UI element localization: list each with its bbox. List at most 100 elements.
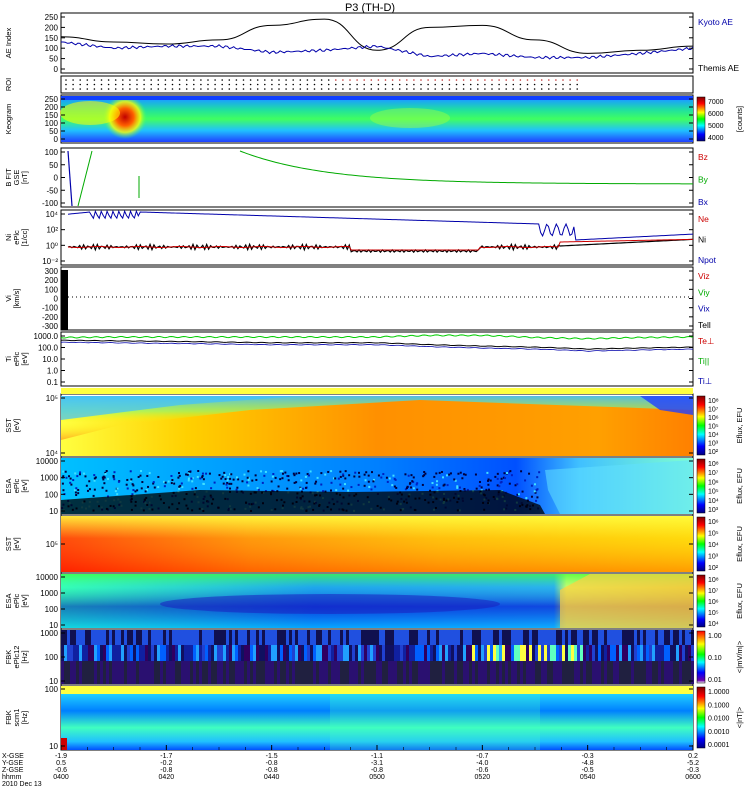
fbk-e-stripe	[388, 661, 391, 684]
ytick-label: 100	[45, 685, 59, 694]
fbk-e-stripe	[121, 645, 124, 661]
fbk-e-stripe	[364, 630, 367, 645]
fbk-e-stripe	[79, 645, 82, 661]
roi-dot	[427, 83, 429, 86]
fbk-e-stripe	[142, 630, 145, 645]
sst-e-blue-corner	[640, 396, 693, 415]
fbk-e-stripe	[448, 661, 451, 684]
fbk-e-stripe	[637, 645, 640, 661]
ylabel: ePlc	[12, 230, 21, 245]
fbk-e-stripe	[415, 661, 418, 684]
colorbar-label: [counts]	[735, 106, 744, 132]
ytick-label: 150	[45, 34, 59, 43]
fbk-e-stripe	[385, 645, 388, 661]
fbk-e-stripe	[205, 661, 208, 684]
fbk-e-stripe	[250, 645, 253, 661]
fbk-e-stripe	[448, 645, 451, 661]
fbk-e-stripe	[373, 645, 376, 661]
fbk-e-stripe	[667, 661, 670, 684]
fbk-e-stripe	[400, 661, 403, 684]
fbk-e-stripe	[382, 661, 385, 684]
esa-e-speckle	[270, 480, 273, 483]
fbk-e-stripe	[361, 661, 364, 684]
ylabel: Ni	[4, 234, 13, 241]
fbk-e-stripe	[253, 630, 256, 645]
ytick-label: 250	[45, 95, 59, 104]
fbk-e-stripe	[220, 630, 223, 645]
fbk-e-stripe	[442, 630, 445, 645]
fbk-e-stripe	[157, 661, 160, 684]
fbk-e-stripe	[457, 630, 460, 645]
roi-dot	[65, 88, 67, 90]
fbk-e-stripe	[592, 661, 595, 684]
fbk-e-stripe	[268, 645, 271, 661]
fbk-e-stripe	[349, 645, 352, 661]
esa-e-speckle	[449, 472, 452, 475]
esa-e-speckle	[86, 489, 89, 492]
xtick-label: 0420	[159, 774, 175, 781]
esa-e-speckle	[75, 494, 78, 497]
fbk-e-stripe	[661, 645, 664, 661]
esa-e-speckle	[416, 488, 419, 491]
fbk-e-stripe	[640, 630, 643, 645]
xtick-label: -0.6	[476, 767, 488, 774]
esa-e-speckle	[534, 491, 537, 494]
fbk-e-stripe	[205, 630, 208, 645]
roi-dot	[555, 83, 557, 86]
fbk-e-stripe	[271, 661, 274, 684]
fbk-e-stripe	[589, 661, 592, 684]
xtick-label: -0.8	[266, 760, 278, 767]
fbk-e-stripe	[319, 661, 322, 684]
roi-dot	[370, 79, 373, 81]
fbk-e-stripe	[373, 661, 376, 684]
fbk-e-stripe	[391, 661, 394, 684]
fbk-e-stripe	[658, 630, 661, 645]
fbk-e-stripe	[430, 645, 433, 661]
esa-e-speckle	[148, 472, 151, 475]
esa-e-speckle	[69, 477, 72, 480]
esa-e-speckle	[388, 477, 391, 480]
esa-e-speckle	[220, 477, 223, 480]
fbk-e-stripe	[586, 645, 589, 661]
colorbar-tick: 10⁶	[708, 415, 719, 422]
esa-e-speckle	[279, 470, 282, 473]
fbk-e-stripe	[691, 661, 694, 684]
fbk-e-stripe	[403, 645, 406, 661]
fbk-e-stripe	[649, 630, 652, 645]
fbk-e-stripe	[394, 661, 397, 684]
fbk-e-stripe	[409, 645, 412, 661]
esa-e-speckle	[533, 490, 536, 493]
fbk-e-stripe	[682, 645, 685, 661]
fbk-e-stripe	[589, 630, 592, 645]
fbk-e-stripe	[100, 630, 103, 645]
esa-e-speckle	[246, 481, 249, 484]
fbk-e-stripe	[604, 661, 607, 684]
fbk-e-stripe	[472, 661, 475, 684]
fbk-e-stripe	[112, 661, 115, 684]
roi-dot	[214, 88, 216, 90]
esa-e-speckle	[458, 486, 461, 489]
fbk-e-stripe	[664, 661, 667, 684]
esa-e-speckle	[221, 475, 224, 478]
fbk-e-stripe	[100, 661, 103, 684]
fbk-e-stripe	[682, 630, 685, 645]
fbk-e-stripe	[601, 661, 604, 684]
fbk-e-stripe	[67, 661, 70, 684]
xtick-label: -1.9	[55, 753, 67, 760]
panel-frame-ae	[60, 12, 694, 74]
esa-e-speckle	[368, 485, 371, 488]
roi-dot	[150, 83, 152, 86]
esa-e-speckle	[489, 479, 492, 482]
roi-dot	[448, 88, 451, 90]
fbk-e-stripe	[577, 661, 580, 684]
roi-dot	[335, 88, 337, 90]
fbk-e-stripe	[283, 645, 286, 661]
fbk-e-stripe	[487, 645, 490, 661]
roi-dot	[377, 83, 380, 86]
fbk-e-stripe	[634, 645, 637, 661]
keogram-top-band	[61, 96, 693, 100]
esa-e-speckle	[177, 476, 180, 479]
fbk-e-stripe	[364, 661, 367, 684]
fbk-e-stripe	[466, 645, 469, 661]
fbk-e-stripe	[535, 630, 538, 645]
